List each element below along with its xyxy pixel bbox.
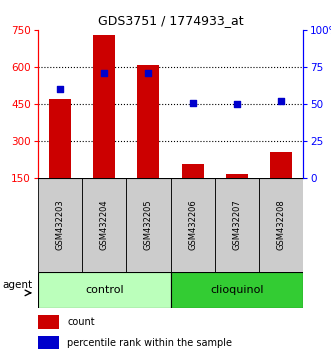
Point (278, 98, 284, 104)
FancyBboxPatch shape (170, 272, 303, 308)
Bar (181, 165, 204, 178)
Title: GDS3751 / 1774933_at: GDS3751 / 1774933_at (98, 15, 243, 28)
FancyBboxPatch shape (259, 178, 303, 272)
Bar (226, 174, 248, 178)
Point (234, 101, 239, 107)
FancyBboxPatch shape (126, 178, 170, 272)
Bar (38, 336, 59, 349)
Text: GSM432204: GSM432204 (100, 200, 109, 250)
Point (146, 70, 151, 76)
Point (190, 100, 195, 105)
FancyBboxPatch shape (38, 272, 170, 308)
Bar (49, 99, 71, 178)
Text: percentile rank within the sample: percentile rank within the sample (67, 337, 232, 348)
Point (58, 86, 63, 92)
Bar (93, 35, 115, 178)
FancyBboxPatch shape (170, 178, 215, 272)
FancyBboxPatch shape (215, 178, 259, 272)
Text: agent: agent (2, 280, 32, 290)
Text: clioquinol: clioquinol (210, 285, 263, 295)
Text: GSM432203: GSM432203 (56, 200, 65, 250)
Bar (38, 315, 59, 329)
Text: GSM432205: GSM432205 (144, 200, 153, 250)
Text: GSM432207: GSM432207 (232, 200, 241, 250)
Text: control: control (85, 285, 123, 295)
Bar (137, 64, 160, 178)
Point (102, 70, 107, 76)
FancyBboxPatch shape (82, 178, 126, 272)
Text: count: count (67, 317, 95, 327)
Bar (270, 152, 292, 178)
FancyBboxPatch shape (38, 178, 82, 272)
Text: GSM432208: GSM432208 (276, 200, 285, 250)
Text: GSM432206: GSM432206 (188, 200, 197, 250)
